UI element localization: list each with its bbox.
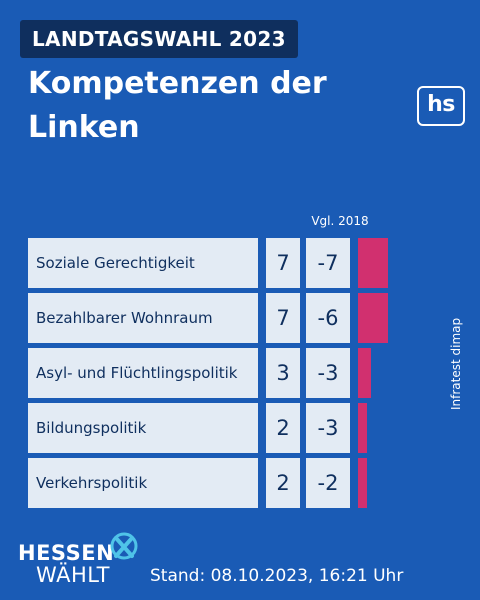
brand-line-1: HESSEN [18, 541, 115, 565]
title-line-2: Linken [28, 110, 140, 145]
change-label: -7 [306, 238, 350, 288]
value-bar [358, 238, 388, 288]
value-label: 7 [266, 293, 300, 343]
category-label: Verkehrspolitik [28, 458, 258, 508]
value-label: 2 [266, 403, 300, 453]
timestamp: Stand: 08.10.2023, 16:21 Uhr [150, 566, 404, 586]
value-bar [358, 458, 367, 508]
change-label: -2 [306, 458, 350, 508]
table-row: Soziale Gerechtigkeit 7 -7 [28, 238, 408, 293]
value-bar [358, 348, 371, 398]
table-row: Verkehrspolitik 2 -2 [28, 458, 408, 513]
category-label: Soziale Gerechtigkeit [28, 238, 258, 288]
category-label: Bildungspolitik [28, 403, 258, 453]
value-label: 3 [266, 348, 300, 398]
source-label: Infratest dimap [449, 317, 463, 410]
value-label: 2 [266, 458, 300, 508]
page-title: Kompetenzen der Linken [28, 62, 348, 150]
category-label: Bezahlbarer Wohnraum [28, 293, 258, 343]
table-row: Bildungspolitik 2 -3 [28, 403, 408, 458]
title-line-1: Kompetenzen der [28, 66, 327, 101]
table-row: Asyl- und Flüchtlingspolitik 3 -3 [28, 348, 408, 403]
compare-year-label: Vgl. 2018 [311, 214, 369, 228]
value-label: 7 [266, 238, 300, 288]
hs-logo: hs [417, 86, 465, 126]
value-bar [358, 293, 388, 343]
hessen-waehlt-logo: HESSEN WÄHLT [18, 542, 114, 586]
category-label: Asyl- und Flüchtlingspolitik [28, 348, 258, 398]
table-row: Bezahlbarer Wohnraum 7 -6 [28, 293, 408, 348]
value-bar [358, 403, 367, 453]
change-label: -6 [306, 293, 350, 343]
competence-chart: Soziale Gerechtigkeit 7 -7 Bezahlbarer Wohn… [28, 238, 408, 518]
change-label: -3 [306, 348, 350, 398]
election-badge: LANDTAGSWAHL 2023 [20, 20, 298, 58]
ballot-cross-icon [110, 532, 138, 560]
brand-line-2: WÄHLT [36, 563, 110, 587]
change-label: -3 [306, 403, 350, 453]
